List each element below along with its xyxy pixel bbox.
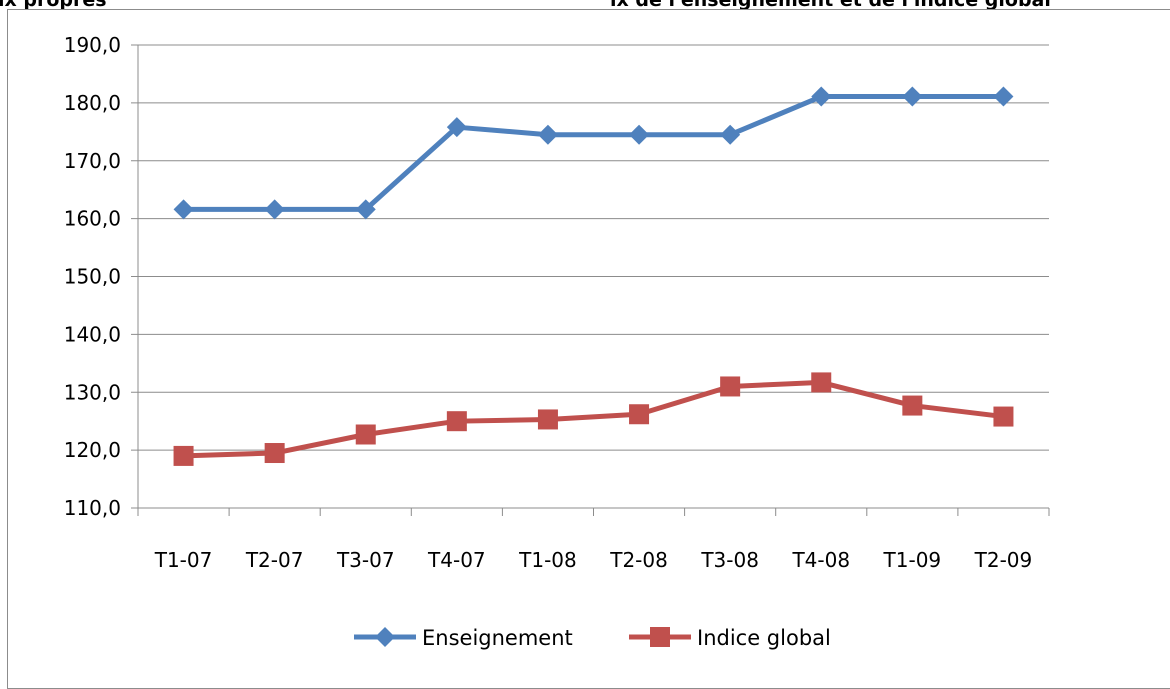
cropped-heading: ix propres ix de l'enseignement et de l'… [0,0,1170,22]
data-point-diamond [629,124,650,145]
x-tick-label: T1-07 [154,548,213,572]
x-tick-label: T4-08 [791,548,850,572]
data-point-square [173,445,194,466]
series-line-2 [183,379,1004,459]
data-point-square [902,395,923,416]
data-point-square [993,406,1014,427]
data-point-diamond [446,117,467,138]
series-line-1 [183,94,1004,212]
y-tick-label: 110,0 [64,496,121,520]
heading-fragment-left: ix propres [0,0,107,11]
y-tick-label: 150,0 [64,265,121,289]
y-tick-label: 160,0 [64,207,121,231]
data-point-square [264,443,285,464]
data-point-square [446,411,467,432]
x-tick-label: T1-09 [883,548,942,572]
data-point-square [720,376,741,397]
y-tick-label: 190,0 [64,33,121,57]
chart-frame [7,9,1170,689]
data-point-square [629,404,650,425]
x-tick-label: T2-09 [974,548,1033,572]
legend-marker-diamond [375,627,395,647]
legend-label-1: Enseignement [422,626,573,650]
y-tick-label: 130,0 [64,380,121,404]
data-point-diamond [720,124,741,145]
data-point-diamond [355,199,376,220]
heading-fragment-right: ix de l'enseignement et de l'indice glob… [610,0,1051,11]
data-point-diamond [264,199,285,220]
x-tick-label: T3-08 [700,548,759,572]
x-tick-label: T1-08 [518,548,577,572]
x-tick-label: T2-08 [609,548,668,572]
y-tick-label: 140,0 [64,322,121,346]
data-point-square [355,424,376,445]
data-point-diamond [993,86,1014,107]
legend-marker-square [650,627,670,647]
data-point-diamond [902,86,923,107]
y-tick-label: 120,0 [64,438,121,462]
data-point-diamond [811,86,832,107]
x-tick-label: T2-07 [245,548,304,572]
x-tick-label: T4-07 [427,548,486,572]
data-point-diamond [537,124,558,145]
data-point-square [811,372,832,393]
x-tick-label: T3-07 [336,548,395,572]
data-point-square [537,409,558,430]
data-point-diamond [173,199,194,220]
y-tick-label: 180,0 [64,91,121,115]
legend-label-2: Indice global [697,626,831,650]
y-tick-label: 170,0 [64,149,121,173]
